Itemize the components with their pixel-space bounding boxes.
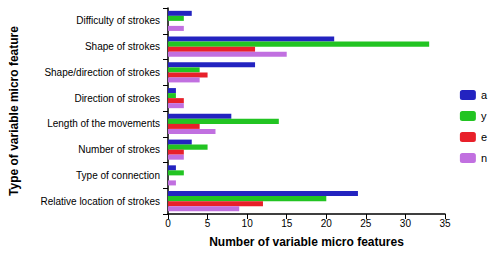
svg-text:35: 35	[439, 218, 451, 229]
svg-text:a: a	[481, 89, 488, 101]
svg-text:Type of variable micro feature: Type of variable micro feature	[7, 26, 21, 196]
svg-text:Difficulty of strokes: Difficulty of strokes	[76, 15, 160, 26]
svg-text:Direction of strokes: Direction of strokes	[74, 93, 160, 104]
svg-text:5: 5	[205, 218, 211, 229]
svg-text:Type of connection: Type of connection	[76, 170, 160, 181]
svg-text:Shape/direction of strokes: Shape/direction of strokes	[44, 67, 160, 78]
svg-text:0: 0	[165, 218, 171, 229]
svg-text:Length of the movements: Length of the movements	[47, 118, 160, 129]
svg-text:30: 30	[400, 218, 412, 229]
svg-text:Relative location of strokes: Relative location of strokes	[40, 196, 160, 207]
svg-text:Number of variable micro featu: Number of variable micro features	[209, 235, 404, 249]
svg-text:e: e	[481, 131, 487, 143]
svg-text:20: 20	[321, 218, 333, 229]
svg-text:15: 15	[281, 218, 293, 229]
svg-text:Number of strokes: Number of strokes	[78, 144, 160, 155]
svg-text:10: 10	[242, 218, 254, 229]
svg-text:Shape of strokes: Shape of strokes	[85, 41, 160, 52]
svg-text:y: y	[481, 110, 487, 122]
svg-text:n: n	[481, 152, 487, 164]
svg-text:25: 25	[360, 218, 372, 229]
